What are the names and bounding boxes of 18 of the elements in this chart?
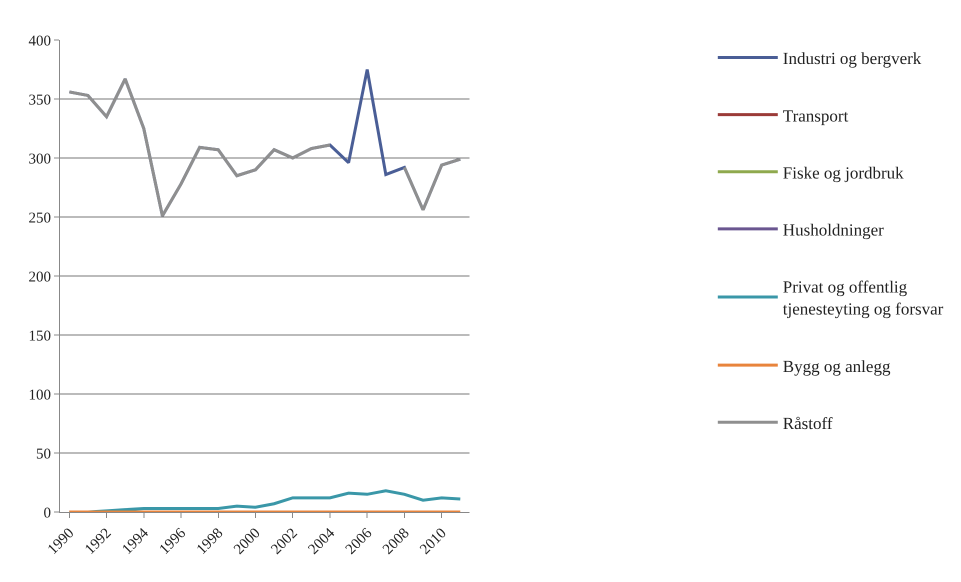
y-tick-label: 150 — [28, 328, 51, 344]
y-tick-label: 100 — [28, 387, 51, 404]
y-tick-label: 50 — [36, 446, 51, 462]
legend-label: Husholdninger — [782, 220, 884, 240]
legend-label: Industri og bergverk — [782, 49, 922, 68]
legend-label: Transport — [782, 106, 849, 126]
x-tick-label: 1990 — [44, 525, 78, 558]
legend-label: Råstoff — [782, 414, 833, 433]
y-tick-label: 200 — [28, 269, 51, 286]
legend-label: Fiske og jordbruk — [782, 163, 904, 182]
legend-label: Privat og offentlig tjenesteyting og forsvar — [782, 278, 944, 319]
legend-label: Bygg og anlegg — [782, 356, 891, 376]
x-tick-label: 1992 — [82, 525, 115, 558]
y-tick-label: 0 — [44, 505, 51, 522]
y-tick-label: 400 — [28, 33, 51, 50]
y-tick-label: 350 — [28, 92, 51, 108]
y-tick-label: 300 — [28, 151, 51, 168]
y-tick-label: 250 — [28, 210, 51, 226]
